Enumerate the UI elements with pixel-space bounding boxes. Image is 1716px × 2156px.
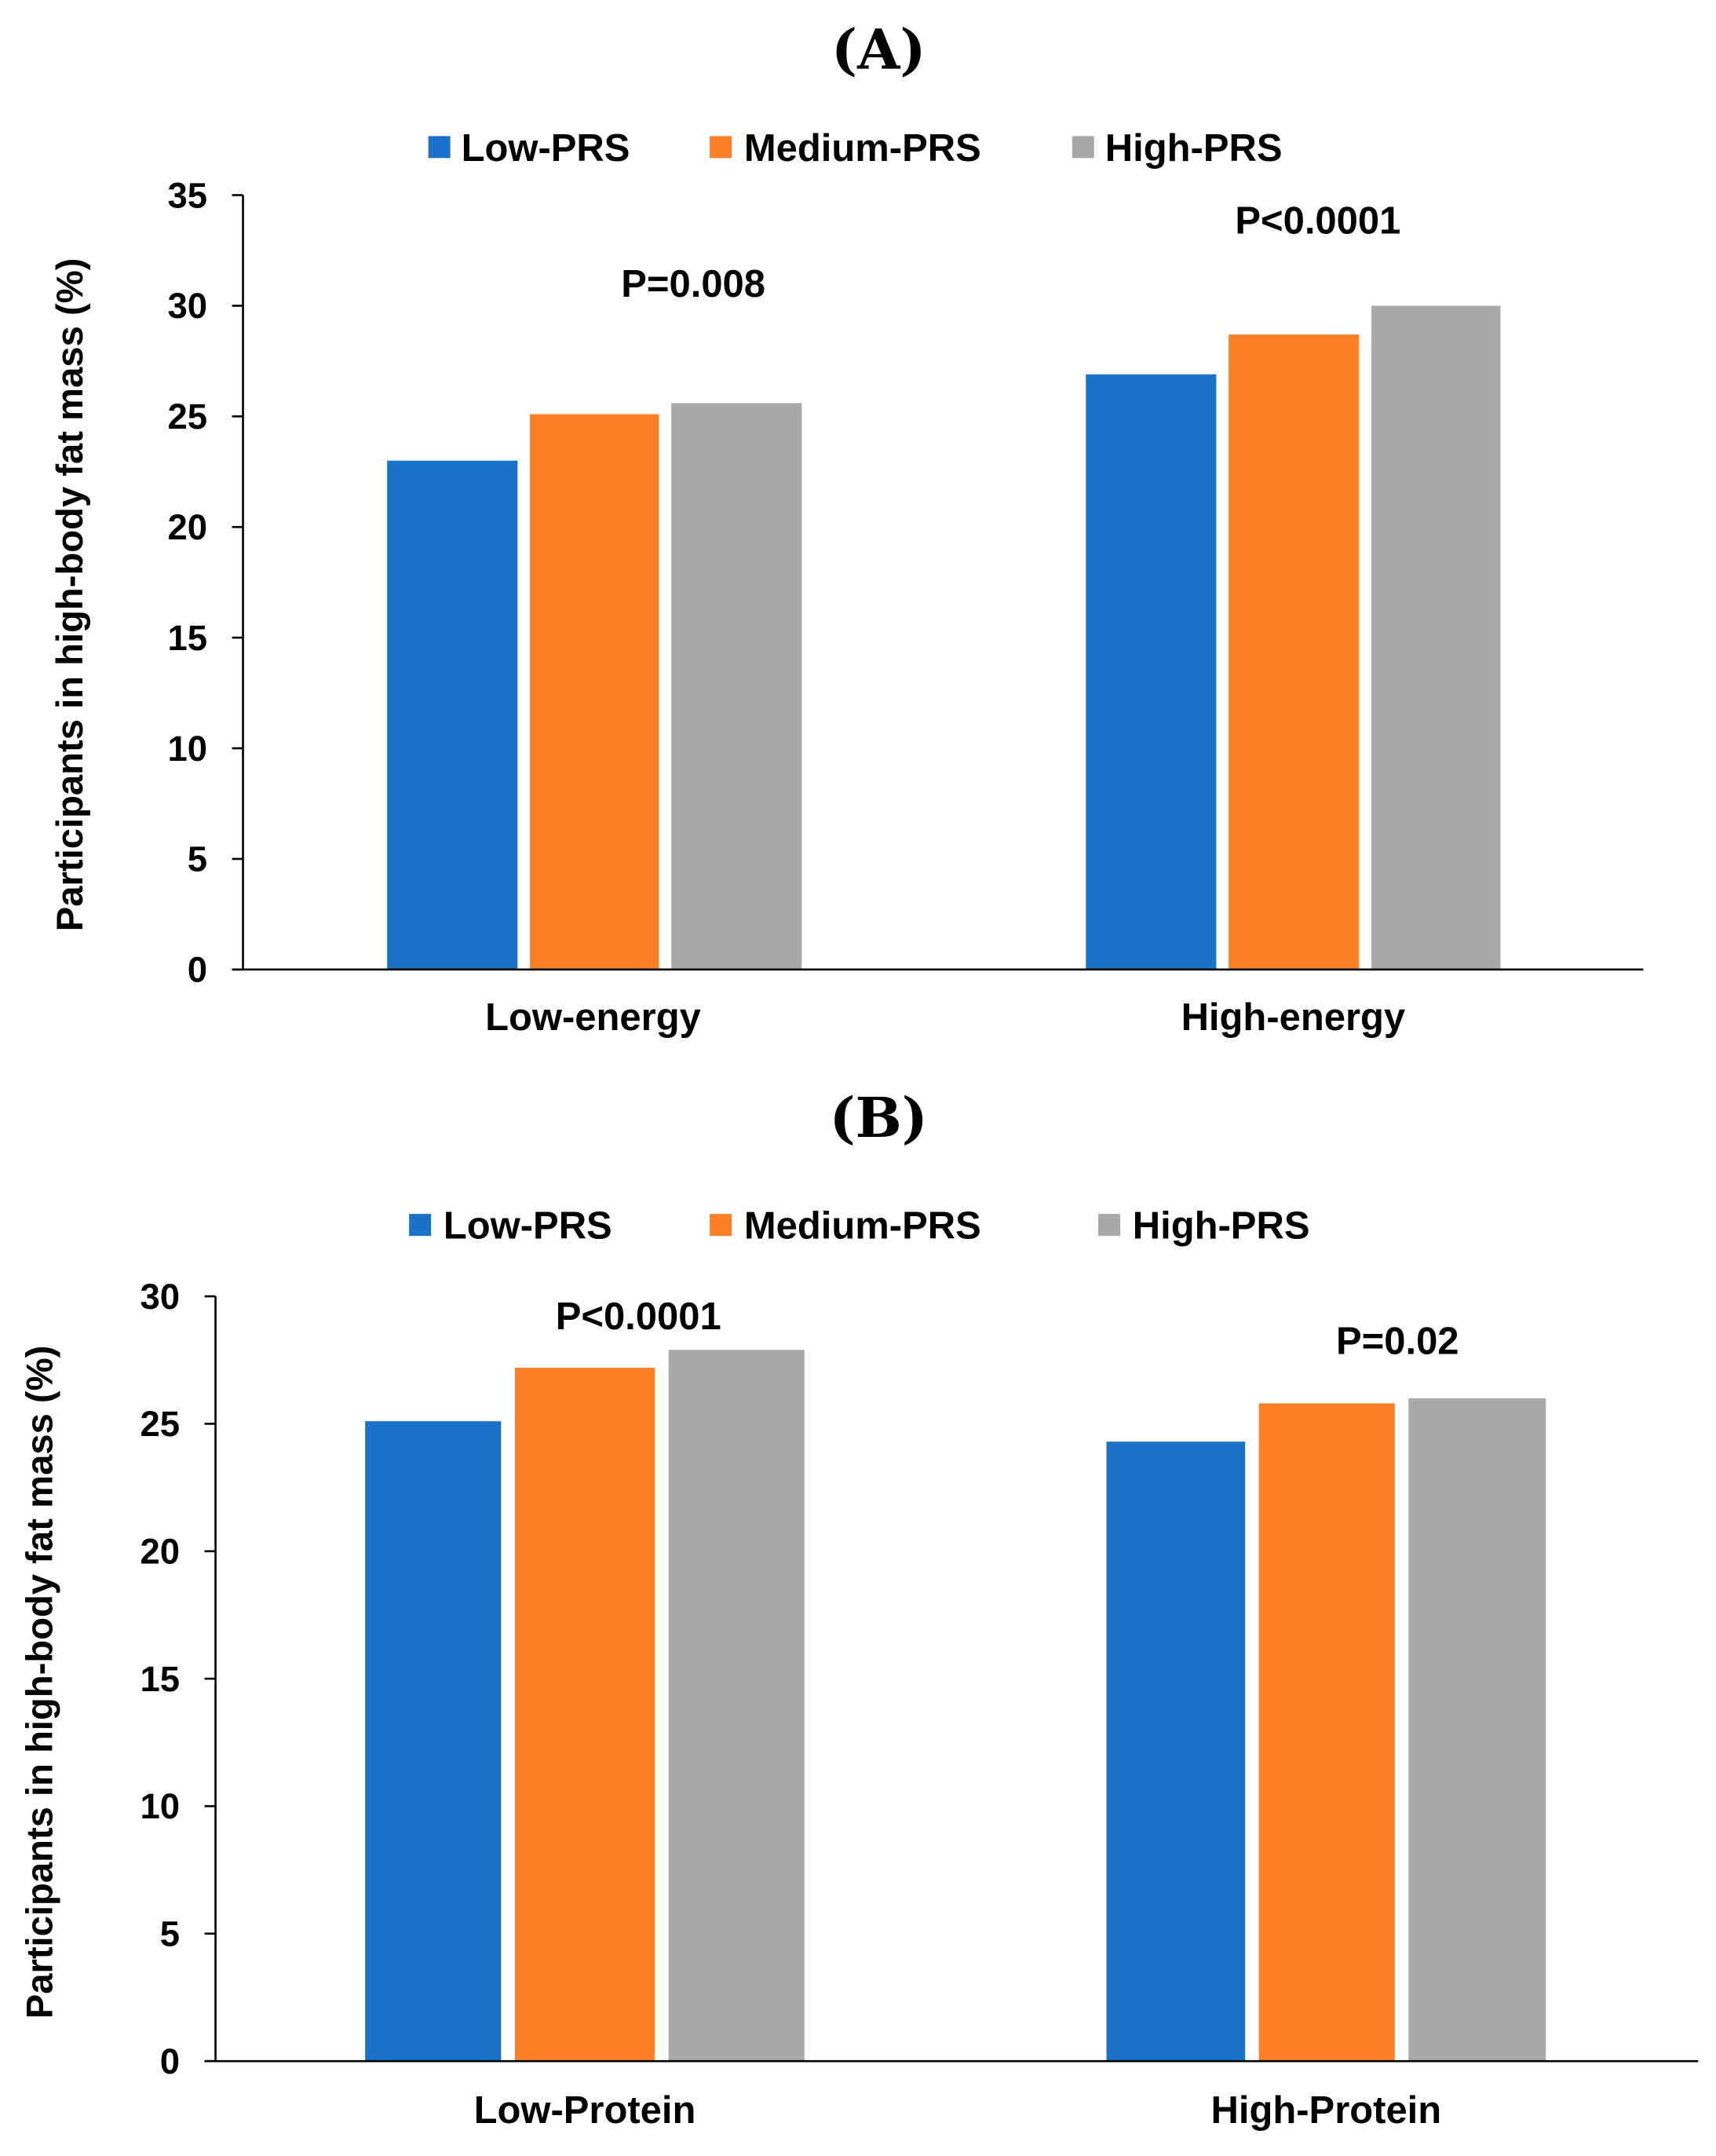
p-value-annotation: P=0.008 [621,263,765,305]
legend-swatch-medium-prs [710,1214,732,1237]
y-tick-label: 10 [168,729,208,769]
bar-medium-prs-low-energy [530,414,659,970]
panel-title: (B) [830,1086,928,1150]
bar-high-prs-high-energy [1371,305,1501,970]
legend-label: Medium-PRS [744,127,981,170]
panel-title: (A) [831,18,926,82]
bar-medium-prs-high-energy [1229,334,1360,970]
y-tick-label: 35 [168,175,208,215]
y-tick-label: 20 [141,1531,181,1571]
legend-swatch-high-prs [1072,136,1094,159]
bar-high-prs-low-energy [671,403,802,970]
bar-low-prs-low-protein [365,1421,502,2062]
bar-medium-prs-low-protein [514,1367,655,2062]
y-axis-label: Participants in high-body fat mass (%) [49,258,91,932]
y-tick-label: 25 [141,1404,181,1444]
y-tick-label: 0 [188,950,207,990]
x-category-label: Low-energy [485,996,701,1039]
x-category-label: High-Protein [1210,2089,1441,2132]
bar-medium-prs-high-protein [1258,1403,1395,2062]
legend-swatch-low-prs [409,1214,432,1237]
p-value-annotation: P=0.02 [1336,1321,1459,1363]
y-tick-label: 5 [188,839,207,879]
legend-swatch-low-prs [428,136,451,159]
legend-label: Low-PRS [444,1205,612,1248]
p-value-annotation: P<0.0001 [556,1295,721,1338]
bar-high-prs-high-protein [1408,1398,1546,2062]
legend-swatch-high-prs [1098,1214,1121,1237]
y-tick-label: 25 [168,396,208,437]
y-tick-label: 30 [141,1277,181,1317]
legend-swatch-medium-prs [710,136,732,159]
x-category-label: High-energy [1181,996,1406,1039]
x-category-label: Low-Protein [474,2089,696,2132]
legend-label: Medium-PRS [744,1205,981,1248]
y-tick-label: 15 [168,618,208,658]
p-value-annotation: P<0.0001 [1235,199,1400,242]
y-tick-label: 10 [141,1786,181,1826]
y-axis-label: Participants in high-body fat mass (%) [19,1346,60,2019]
y-tick-label: 5 [160,1914,180,1954]
legend-label: High-PRS [1105,127,1283,170]
y-tick-label: 20 [168,507,208,547]
y-tick-label: 30 [168,286,208,326]
bar-low-prs-low-energy [387,460,518,970]
legend-label: Low-PRS [462,127,630,170]
legend-label: High-PRS [1133,1205,1310,1248]
bar-low-prs-high-protein [1106,1442,1246,2062]
y-tick-label: 0 [160,2041,180,2081]
bar-high-prs-low-protein [668,1350,805,2062]
chart-panel-a: (A) Low-PRS Medium-PRS High-PRS 0 5 10 15 20 25 30… [49,18,1644,1039]
chart-panel-b: (B) Low-PRS Medium-PRS High-PRS 0 5 10 15 20 25 30… [19,1086,1699,2132]
bar-low-prs-high-energy [1086,374,1217,970]
y-tick-label: 15 [141,1659,181,1699]
